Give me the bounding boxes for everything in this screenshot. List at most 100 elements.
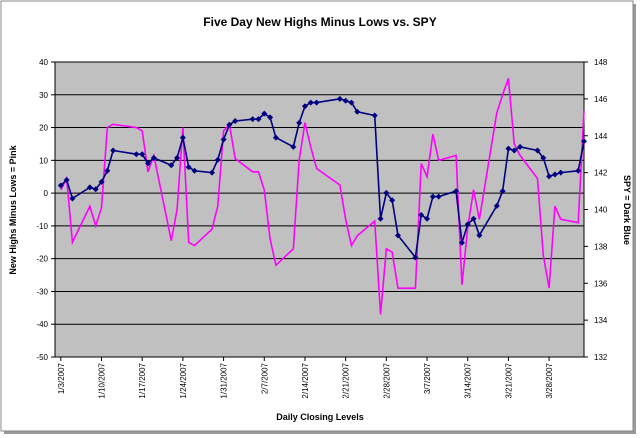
x-tick-label: 2/7/2007	[260, 362, 269, 394]
marker	[98, 178, 105, 185]
marker	[534, 147, 541, 154]
marker	[418, 212, 425, 219]
y2-tick-label: 148	[594, 58, 608, 67]
x-tick-label: 3/21/2007	[504, 362, 513, 398]
marker	[145, 160, 152, 167]
marker	[517, 143, 524, 150]
marker	[313, 99, 320, 106]
marker	[272, 134, 279, 141]
marker	[232, 118, 239, 124]
marker	[429, 193, 436, 200]
y2-tick-label: 134	[594, 316, 608, 325]
marker	[540, 154, 547, 161]
chart-title: Five Day New Highs Minus Lows vs. SPY	[203, 15, 436, 29]
marker	[505, 145, 512, 152]
y2-tick-label: 144	[594, 132, 608, 141]
marker	[249, 116, 256, 123]
marker	[226, 121, 233, 128]
x-tick-label: 2/14/2007	[301, 362, 310, 398]
marker	[342, 97, 349, 104]
marker	[150, 154, 157, 161]
y-tick-label: 0	[44, 189, 49, 198]
marker	[104, 167, 111, 174]
marker	[261, 110, 268, 117]
marker	[493, 202, 500, 209]
marker	[92, 186, 99, 193]
marker	[336, 95, 343, 102]
x-tick-label: 3/7/2007	[423, 362, 432, 394]
y2-tick-label: 146	[594, 95, 608, 104]
y-tick-label: -20	[36, 255, 48, 264]
marker	[424, 215, 431, 222]
marker	[458, 239, 465, 246]
marker	[179, 134, 186, 141]
y-tick-label: 10	[39, 156, 48, 165]
marker	[499, 188, 506, 195]
marker	[511, 147, 518, 154]
marker	[354, 108, 361, 115]
y-tick-label: 20	[39, 124, 48, 133]
marker	[394, 232, 401, 239]
marker	[412, 254, 419, 261]
marker	[86, 184, 93, 191]
y-tick-label: -10	[36, 222, 48, 231]
x-tick-label: 3/28/2007	[545, 362, 554, 398]
series-line	[60, 78, 585, 315]
marker	[581, 138, 587, 145]
y2-tick-label: 140	[594, 206, 608, 215]
marker	[435, 193, 442, 200]
y2-tick-label: 138	[594, 242, 608, 251]
marker	[575, 167, 582, 174]
marker	[470, 215, 477, 222]
marker	[255, 116, 262, 123]
y-tick-label: -50	[36, 353, 48, 362]
marker	[69, 195, 76, 202]
marker	[208, 169, 215, 176]
marker	[557, 169, 564, 176]
marker	[301, 103, 308, 110]
marker	[476, 232, 483, 239]
marker	[348, 99, 355, 106]
marker	[551, 171, 558, 178]
marker	[389, 197, 396, 204]
marker	[139, 151, 146, 158]
x-tick-label: 2/28/2007	[382, 362, 391, 398]
y2-tick-label: 142	[594, 169, 608, 178]
x-tick-label: 1/17/2007	[138, 362, 147, 398]
x-tick-label: 2/21/2007	[342, 362, 351, 398]
marker	[290, 143, 297, 150]
y-tick-label: -40	[36, 320, 48, 329]
marker	[453, 188, 460, 195]
marker	[267, 114, 274, 121]
marker	[214, 156, 221, 163]
marker	[383, 189, 390, 196]
x-tick-label: 1/24/2007	[179, 362, 188, 398]
marker	[63, 177, 70, 183]
marker	[307, 99, 314, 106]
marker	[296, 119, 303, 126]
marker	[371, 112, 378, 119]
marker	[168, 162, 175, 169]
marker	[110, 147, 117, 154]
y-tick-label: 40	[39, 58, 48, 67]
marker	[464, 221, 471, 228]
y2-axis-label: SPY = Dark Blue	[622, 175, 632, 245]
marker	[185, 164, 192, 171]
y2-tick-label: 136	[594, 279, 608, 288]
marker	[57, 182, 64, 189]
marker	[174, 154, 181, 161]
x-tick-label: 1/10/2007	[98, 362, 107, 398]
y2-tick-label: 132	[594, 353, 608, 362]
x-tick-label: 1/3/2007	[57, 362, 66, 394]
y-tick-label: 30	[39, 91, 48, 100]
plot-area	[54, 61, 585, 358]
x-axis-label: Daily Closing Levels	[276, 412, 364, 422]
marker	[191, 167, 198, 174]
x-tick-label: 1/31/2007	[220, 362, 229, 398]
y-axis-label: New Highs Minus Lows = Pink	[8, 144, 18, 274]
x-tick-label: 3/14/2007	[464, 362, 473, 398]
y-tick-label: -30	[36, 287, 48, 296]
marker	[546, 173, 553, 180]
